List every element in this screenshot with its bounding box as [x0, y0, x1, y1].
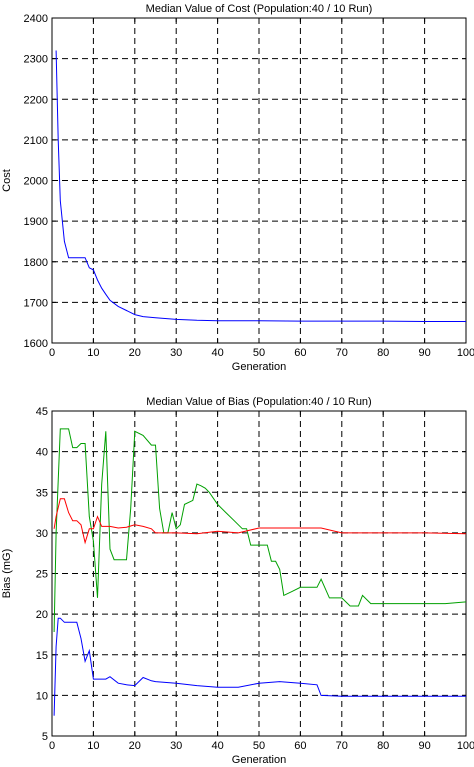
y-tick-label: 2000 — [24, 176, 48, 188]
x-tick-label: 30 — [170, 740, 182, 752]
x-tick-label: 10 — [87, 347, 99, 359]
y-tick-label: 40 — [36, 447, 48, 459]
x-tick-label: 40 — [211, 347, 223, 359]
y-tick-label: 45 — [36, 406, 48, 418]
x-tick-label: 100 — [457, 347, 474, 359]
chart-title: Median Value of Bias (Population:40 / 10… — [146, 396, 371, 408]
x-tick-label: 60 — [294, 740, 306, 752]
x-tick-label: 0 — [49, 740, 55, 752]
y-tick-label: 30 — [36, 528, 48, 540]
series-line-3 — [53, 617, 466, 716]
x-tick-label: 0 — [49, 347, 55, 359]
x-tick-label: 90 — [418, 740, 430, 752]
x-tick-label: 100 — [457, 740, 474, 752]
x-tick-label: 90 — [418, 347, 430, 359]
y-tick-label: 10 — [36, 690, 48, 702]
y-tick-label: 1800 — [24, 257, 48, 269]
x-tick-label: 30 — [170, 347, 182, 359]
series-line-1 — [55, 50, 466, 322]
y-tick-label: 2400 — [24, 13, 48, 25]
y-tick-label: 5 — [42, 731, 48, 743]
x-tick-label: 80 — [377, 740, 389, 752]
y-tick-label: 1700 — [24, 297, 48, 309]
y-tick-label: 35 — [36, 487, 48, 499]
x-tick-label: 20 — [129, 347, 141, 359]
y-tick-label: 20 — [36, 609, 48, 621]
chart-panel-2: 0 10 20 30 40 50 60 70 80 90 100 5 10 15 20 25 30 35 40 45 M… — [1, 396, 474, 766]
x-tick-label: 50 — [253, 740, 265, 752]
x-tick-label: 10 — [87, 740, 99, 752]
x-axis-label: Generation — [232, 754, 286, 766]
y-tick-label: 2100 — [24, 135, 48, 147]
y-axis-label: Bias (mG) — [1, 549, 13, 599]
series-line-2 — [53, 498, 467, 545]
y-tick-label: 2200 — [24, 94, 48, 106]
y-axis-label: Cost — [1, 169, 13, 192]
y-tick-label: 1900 — [24, 216, 48, 228]
chart-panel-1: 0 10 20 30 40 50 60 70 80 90 100 1600 1700 1800 1900 20… — [1, 3, 474, 373]
y-tick-label: 1600 — [24, 338, 48, 350]
y-tick-label: 25 — [36, 569, 48, 581]
y-tick-label: 15 — [36, 650, 48, 662]
x-tick-label: 70 — [336, 740, 348, 752]
x-tick-label: 70 — [336, 347, 348, 359]
x-tick-label: 50 — [253, 347, 265, 359]
x-tick-label: 20 — [129, 740, 141, 752]
x-axis-label: Generation — [232, 361, 286, 373]
x-tick-label: 40 — [211, 740, 223, 752]
x-tick-label: 60 — [294, 347, 306, 359]
y-tick-label: 2300 — [24, 54, 48, 66]
series-line-1 — [53, 428, 467, 633]
chart-title: Median Value of Cost (Population:40 / 10… — [146, 3, 373, 15]
x-tick-label: 80 — [377, 347, 389, 359]
